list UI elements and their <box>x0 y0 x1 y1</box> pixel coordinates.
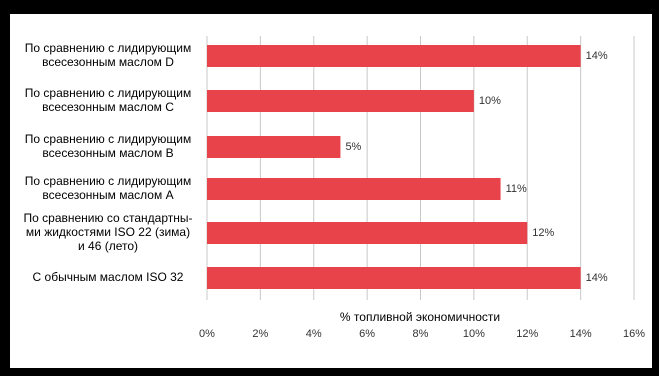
bar <box>207 45 581 67</box>
category-label: всесезонным маслом C <box>42 100 174 114</box>
category-label: С обычным маслом ISO 32 <box>33 270 184 284</box>
category-label: и 46 (лето) <box>78 239 138 253</box>
bar <box>207 222 528 244</box>
bar <box>207 267 581 289</box>
bar <box>207 136 341 158</box>
category-label: По сравнению с лидирующим <box>25 86 191 100</box>
category-label: По сравнению с лидирующим <box>25 132 191 146</box>
value-label: 10% <box>479 95 501 107</box>
value-label: 12% <box>532 227 554 239</box>
category-label: всесезонным маслом A <box>42 188 173 202</box>
x-tick-label: 4% <box>306 328 322 340</box>
value-label: 14% <box>586 272 608 284</box>
x-tick-label: 8% <box>413 328 429 340</box>
x-tick-label: 10% <box>463 328 485 340</box>
value-label: 5% <box>345 141 361 153</box>
value-label: 11% <box>506 183 527 195</box>
category-label: По сравнению с лидирующим <box>25 174 191 188</box>
category-label: всесезонным маслом B <box>42 146 173 160</box>
category-label: По сравнению со стандартны- <box>24 211 193 225</box>
x-tick-label: 6% <box>359 328 375 340</box>
x-tick-label: 12% <box>516 328 538 340</box>
x-tick-label: 2% <box>252 328 268 340</box>
bar <box>207 178 501 200</box>
value-label: 14% <box>586 50 608 62</box>
bar <box>207 90 474 112</box>
category-label: всесезонным маслом D <box>42 55 174 69</box>
x-axis-label: % топливной экономичности <box>340 310 500 324</box>
x-tick-label: 16% <box>623 328 645 340</box>
category-label: По сравнению с лидирующим <box>25 41 191 55</box>
x-tick-label: 14% <box>570 328 592 340</box>
x-tick-label: 0% <box>199 328 215 340</box>
category-label: ми жидкостями ISO 22 (зима) <box>26 225 190 239</box>
